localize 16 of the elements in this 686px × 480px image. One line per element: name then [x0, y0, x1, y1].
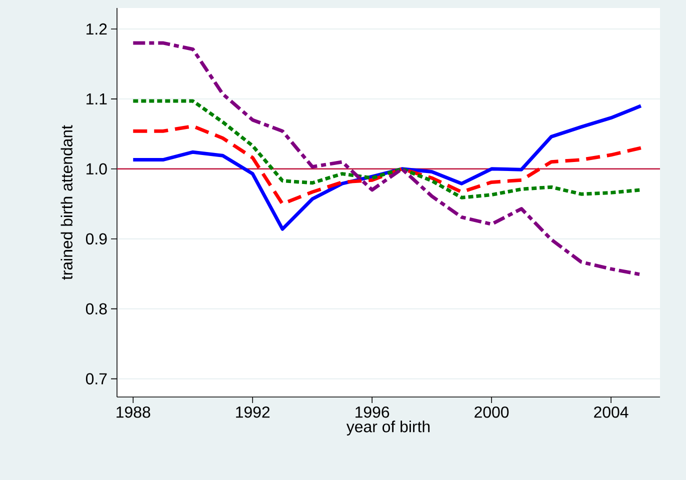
y-tick-label: 0.7	[86, 373, 107, 384]
y-axis-title: trained birth attendant	[60, 125, 72, 280]
y-tick-label: 0.8	[86, 303, 107, 314]
x-tick-label: 1996	[356, 406, 390, 418]
y-tick-label: 1.2	[86, 23, 107, 35]
line-series	[131, 41, 643, 276]
x-tick-label: 1992	[236, 406, 270, 418]
line-series	[131, 104, 643, 231]
y-tick-label: 0.9	[86, 233, 107, 245]
y-tick-label: 1.1	[86, 93, 107, 104]
x-axis-title: year of birth	[346, 420, 430, 436]
x-tick-label: 1988	[116, 406, 150, 418]
x-tick-label: 2004	[594, 406, 628, 418]
line-series	[131, 124, 643, 206]
y-tick-label: 1.0	[86, 163, 107, 175]
x-tick-label: 2000	[474, 406, 509, 418]
